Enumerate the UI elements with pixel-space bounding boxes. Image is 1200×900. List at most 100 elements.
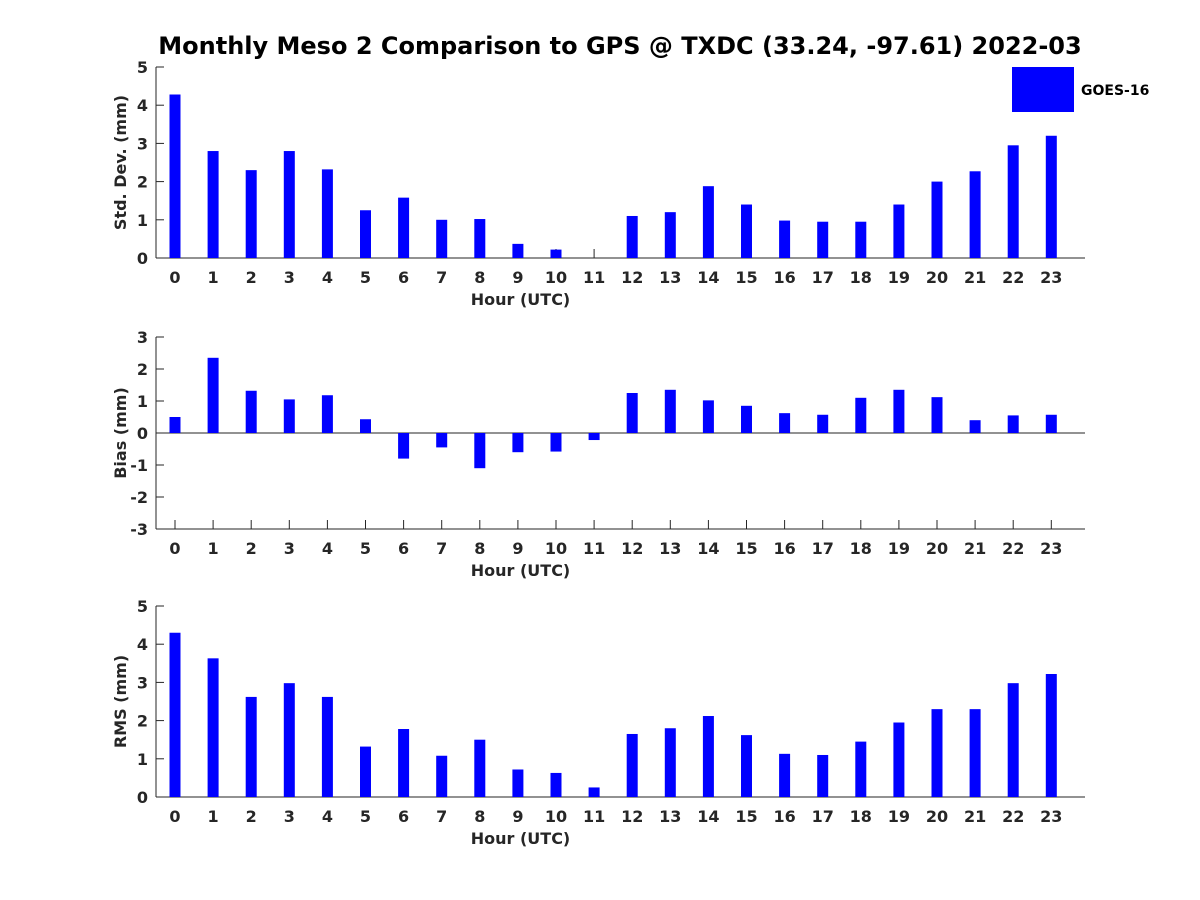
x-tick-label: 5 [360,539,371,558]
x-tick-label: 18 [850,539,872,558]
x-tick-label: 1 [208,539,219,558]
x-tick-label: 0 [169,539,180,558]
x-tick-label: 6 [398,807,409,826]
x-tick-label: 12 [621,268,643,287]
y-tick-label: -1 [130,456,148,475]
x-tick-label: 21 [964,539,986,558]
x-tick-label: 20 [926,807,948,826]
bar-hour-20 [931,397,943,433]
y-tick-label: 2 [137,712,148,731]
bar-hour-21 [969,709,981,797]
bar-hour-6 [398,197,410,258]
x-tick-label: 19 [888,807,910,826]
bar-hour-9 [512,433,524,453]
bar-hour-11 [588,433,600,441]
bar-hour-20 [931,181,943,258]
bar-hour-19 [893,204,905,258]
bar-hour-6 [398,433,410,459]
bar-hour-12 [626,215,638,258]
bar-hour-3 [283,683,295,797]
bar-hour-3 [283,399,295,433]
y-tick-label: 2 [137,360,148,379]
bar-hour-22 [1007,683,1019,797]
x-tick-label: 3 [284,268,295,287]
y-tick-label: 0 [137,424,148,443]
bar-hour-23 [1045,414,1057,433]
y-tick-label: -2 [130,488,148,507]
bar-hour-5 [360,419,371,433]
bar-hour-13 [664,728,676,797]
x-tick-label: 21 [964,268,986,287]
bar-hour-23 [1045,135,1057,258]
x-axis-label: Hour (UTC) [471,829,571,848]
bar-hour-6 [398,729,410,797]
bar-hour-10 [550,433,562,452]
x-tick-label: 23 [1040,807,1062,826]
bar-hour-22 [1007,145,1019,258]
bar-hour-15 [741,204,752,258]
x-tick-label: 16 [773,268,795,287]
x-tick-label: 8 [474,807,485,826]
bar-hour-4 [321,169,333,258]
x-tick-label: 7 [436,807,447,826]
bar-hour-7 [436,433,448,448]
x-tick-label: 16 [773,807,795,826]
x-tick-label: 9 [512,807,523,826]
x-tick-label: 17 [812,268,834,287]
bar-hour-20 [931,709,943,797]
bar-hour-21 [969,420,981,433]
x-tick-label: 22 [1002,539,1024,558]
bar-hour-9 [512,243,524,258]
x-tick-label: 22 [1002,807,1024,826]
bar-hour-10 [550,772,562,797]
y-tick-label: 2 [137,173,148,192]
x-tick-label: 10 [545,539,567,558]
y-tick-label: 3 [137,673,148,692]
bar-hour-16 [779,753,791,797]
bar-hour-3 [283,151,295,258]
bar-hour-13 [664,389,676,433]
x-tick-label: 15 [735,807,757,826]
bar-hour-17 [817,221,829,258]
y-axis-label: Std. Dev. (mm) [111,95,130,230]
x-tick-label: 11 [583,268,605,287]
x-tick-label: 23 [1040,268,1062,287]
x-tick-label: 18 [850,268,872,287]
x-tick-label: 6 [398,268,409,287]
x-axis-label: Hour (UTC) [471,561,571,580]
x-tick-label: 5 [360,807,371,826]
bar-hour-19 [893,389,905,433]
x-tick-label: 14 [697,539,719,558]
bar-hour-0 [169,632,181,797]
legend: GOES-16 [1012,67,1149,112]
bar-hour-12 [626,733,638,797]
bar-hour-16 [779,413,791,433]
x-tick-label: 0 [169,807,180,826]
x-tick-label: 3 [284,539,295,558]
y-tick-label: 4 [137,96,148,115]
bar-hour-2 [245,170,257,258]
x-tick-label: 18 [850,807,872,826]
bar-hour-0 [169,94,181,258]
x-tick-label: 14 [697,268,719,287]
x-tick-label: 0 [169,268,180,287]
x-tick-label: 23 [1040,539,1062,558]
bar-hour-8 [474,219,486,258]
bar-hour-22 [1007,415,1019,433]
x-tick-label: 7 [436,539,447,558]
x-tick-label: 3 [284,807,295,826]
x-tick-label: 4 [322,268,333,287]
bar-hour-5 [360,210,371,258]
x-tick-label: 13 [659,268,681,287]
x-tick-label: 19 [888,268,910,287]
x-tick-label: 9 [512,539,523,558]
bar-hour-2 [245,390,257,433]
bar-hour-1 [207,357,219,433]
x-tick-label: 1 [208,268,219,287]
y-tick-label: 4 [137,635,148,654]
bar-hour-11 [588,787,600,797]
y-tick-label: 3 [137,328,148,347]
y-axis-label: Bias (mm) [111,387,130,479]
